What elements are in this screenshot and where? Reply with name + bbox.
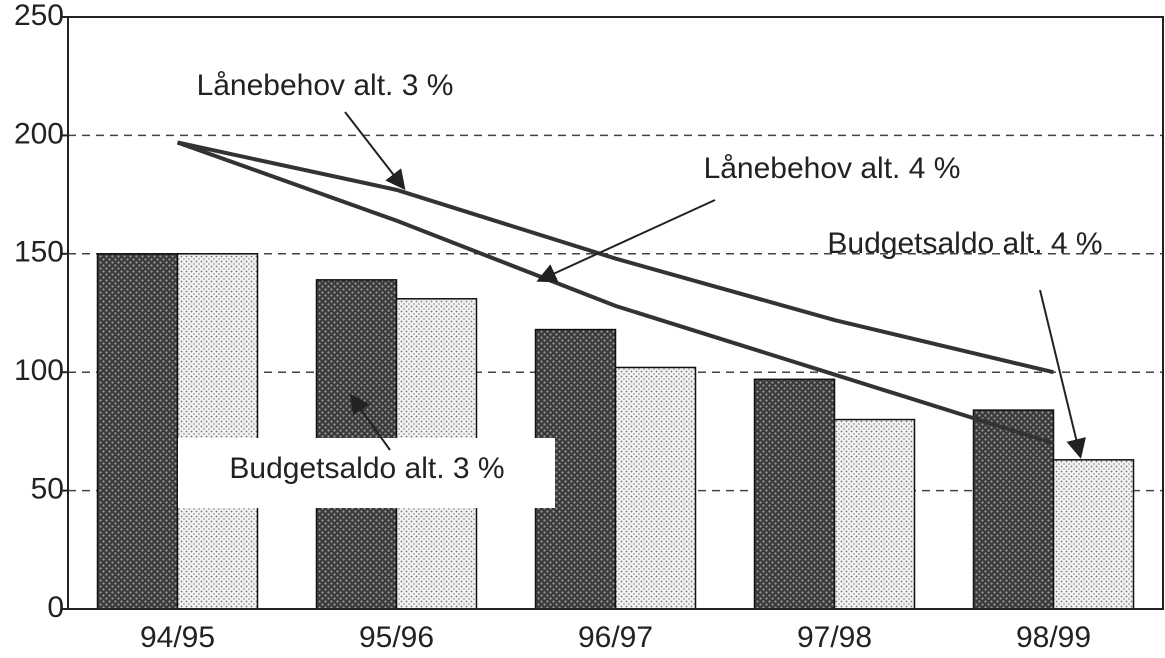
bar [96, 253, 179, 610]
y-tick-label: 250 [14, 0, 64, 32]
bar [1052, 459, 1135, 610]
x-tick-label: 95/96 [359, 621, 434, 654]
series-label: Budgetsaldo alt. 3 % [229, 452, 504, 485]
axis-frame [67, 16, 1164, 610]
line [177, 140, 1054, 375]
y-tick-label: 200 [14, 117, 64, 150]
y-tick-label: 150 [14, 236, 64, 269]
line [176, 140, 1055, 446]
bar [753, 378, 836, 610]
x-tick-label: 97/98 [797, 621, 872, 654]
label-box [178, 438, 555, 508]
bar [176, 253, 259, 610]
y-tick-label: 100 [14, 354, 64, 387]
series-label: Budgetsaldo alt. 4 % [827, 227, 1102, 260]
bar [614, 366, 697, 610]
y-tick-label: 0 [47, 591, 64, 624]
annotation-arrow [344, 111, 406, 191]
annotation-arrow [536, 199, 716, 283]
y-tick-label: 50 [31, 473, 64, 506]
series-label: Lånebehov alt. 3 % [197, 69, 454, 102]
x-tick-label: 94/95 [140, 621, 215, 654]
annotation-arrow [349, 393, 391, 451]
x-tick-label: 96/97 [578, 621, 653, 654]
annotation-arrow [1039, 289, 1086, 459]
series-label: Lånebehov alt. 4 % [704, 152, 961, 185]
bar [833, 418, 916, 610]
x-tick-label: 98/99 [1016, 621, 1091, 654]
